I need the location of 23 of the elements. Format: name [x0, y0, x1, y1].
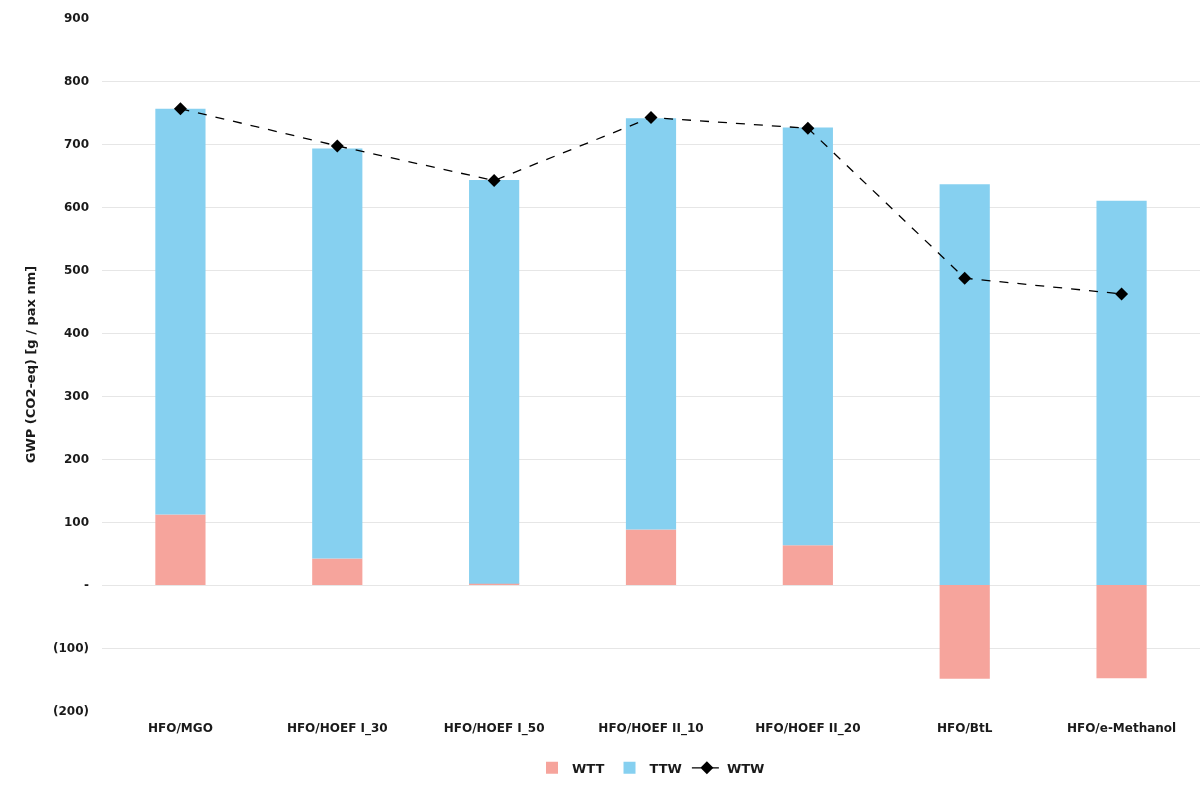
y-tick-label: 500: [63, 263, 89, 278]
y-tick-label: 400: [63, 326, 89, 341]
y-tick-label: 300: [63, 389, 89, 404]
y-tick-label: -: [84, 578, 90, 593]
y-tick-label: 100: [63, 515, 89, 530]
y-tick-label: 900: [63, 11, 89, 26]
legend-label: WTW: [726, 760, 765, 776]
y-tick-label: (100): [52, 641, 89, 656]
x-tick-label: HFO/HOEF II_20: [755, 721, 861, 736]
x-tick-label: HFO/HOEF I_50: [443, 721, 545, 736]
legend-label: TTW: [649, 760, 682, 776]
x-tick-label: HFO/e-Methanol: [1066, 721, 1177, 735]
legend-label: WTT: [572, 760, 605, 776]
y-tick-label: (200): [52, 704, 89, 719]
x-tick-label: HFO/MGO: [148, 721, 213, 735]
y-tick-label: 200: [63, 452, 89, 467]
y-tick-label: 700: [63, 137, 89, 152]
y-axis-title: GWP (CO2-eq) [g / pax nm]: [22, 265, 38, 464]
x-tick-label: HFO/HOEF I_30: [286, 721, 388, 736]
y-tick-label: 600: [63, 200, 89, 215]
y-tick-label: 800: [63, 74, 89, 89]
x-tick-label: HFO/BtL: [937, 721, 993, 735]
x-tick-label: HFO/HOEF II_10: [598, 721, 704, 736]
